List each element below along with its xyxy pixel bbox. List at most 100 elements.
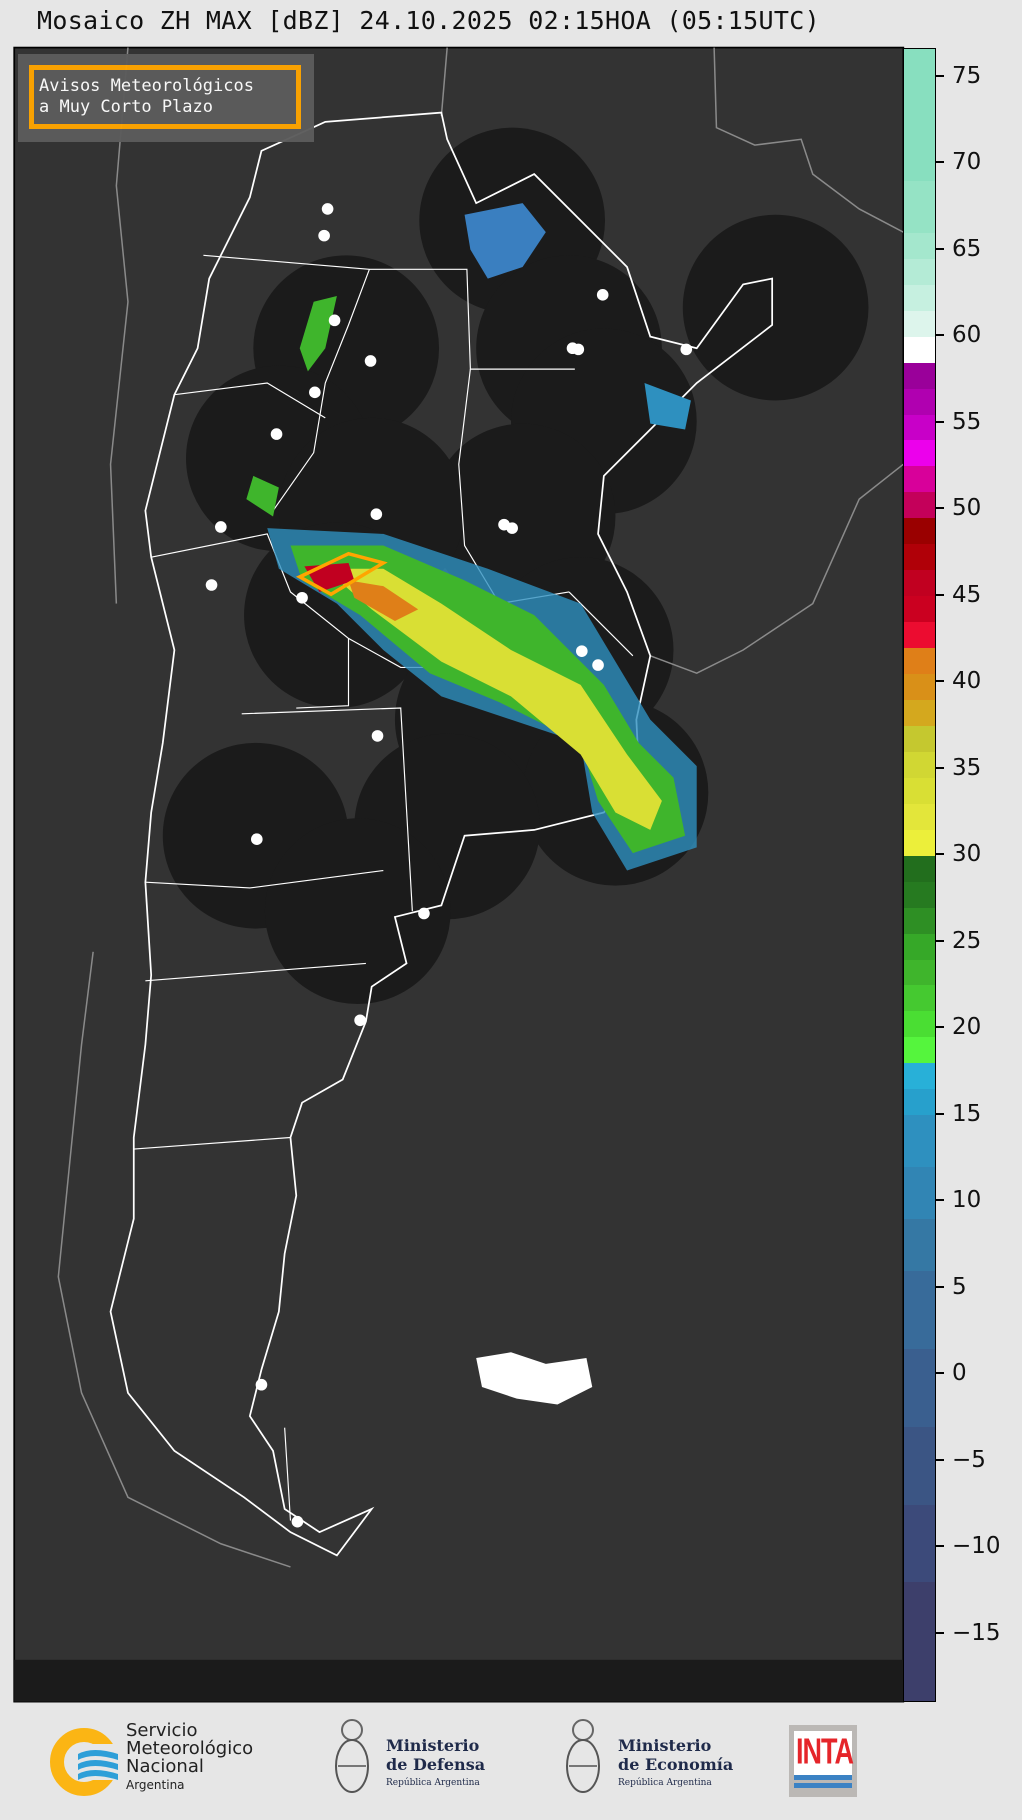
smn-logo-text: Servicio Meteorológico Nacional Argentin…	[126, 1722, 253, 1794]
colorbar-tick-mark	[936, 1545, 944, 1548]
colorbar-tick-mark	[936, 1285, 944, 1288]
colorbar-segment	[904, 1036, 935, 1064]
colorbar-tick-label: −5	[952, 1446, 986, 1473]
colorbar-tick-mark	[936, 1458, 944, 1461]
smn-line-1: Servicio	[126, 1720, 198, 1741]
colorbar-segment	[904, 258, 935, 285]
colorbar-segment	[904, 725, 935, 752]
colorbar-tick-mark	[936, 1631, 944, 1634]
colorbar-tick-label: 60	[952, 322, 982, 349]
warnings-legend-box: Avisos Meteorológicos a Muy Corto Plazo	[18, 54, 314, 142]
colorbar-segment	[904, 1348, 935, 1427]
colorbar-segment	[904, 414, 935, 441]
legend-line-1: Avisos Meteorológicos	[39, 76, 254, 96]
colorbar-segment	[904, 569, 935, 597]
colorbar-tick-mark	[936, 247, 944, 250]
colorbar-tick-label: −10	[952, 1533, 1001, 1560]
defensa-logo-text: Ministerio de Defensa República Argentin…	[386, 1736, 485, 1793]
colorbar-segment	[904, 1088, 935, 1116]
colorbar-tick-mark	[936, 334, 944, 337]
inta-logo: INTA	[789, 1725, 857, 1797]
colorbar-segment	[904, 673, 935, 700]
colorbar-tick-mark	[936, 593, 944, 596]
colorbar-segment	[904, 310, 935, 337]
colorbar-segment	[904, 1166, 935, 1220]
colorbar-segment	[904, 336, 935, 363]
colorbar-segment	[904, 1270, 935, 1349]
colorbar-tick-label: 20	[952, 1014, 982, 1041]
colorbar-segment	[904, 1581, 935, 1701]
colorbar-tick-label: 65	[952, 235, 982, 262]
map-bottom-band	[14, 1659, 904, 1702]
colorbar	[903, 48, 936, 1702]
colorbar-tick-label: 50	[952, 495, 982, 522]
legend-line-2: a Muy Corto Plazo	[39, 97, 213, 117]
colorbar-segment	[904, 180, 935, 233]
colorbar-segment	[904, 829, 935, 856]
colorbar-segment	[904, 881, 935, 908]
colorbar-tick-label: 40	[952, 668, 982, 695]
inta-logo-text: INTA	[796, 1731, 854, 1772]
colorbar-tick-mark	[936, 1112, 944, 1115]
colorbar-segment	[904, 777, 935, 804]
colorbar-tick-label: 45	[952, 581, 982, 608]
colorbar-segment	[904, 1504, 935, 1583]
argentina-outline	[109, 111, 774, 1557]
colorbar-tick-label: −15	[952, 1619, 1001, 1646]
colorbar-segment	[904, 1010, 935, 1038]
smn-logo-icon	[50, 1728, 120, 1796]
colorbar-segment	[904, 933, 935, 960]
smn-line-2: Meteorológico	[126, 1738, 254, 1759]
colorbar-tick-label: 30	[952, 841, 982, 868]
colorbar-tick-label: 55	[952, 408, 982, 435]
map-title: Mosaico ZH MAX [dBZ] 24.10.2025 02:15HOA…	[37, 6, 820, 35]
colorbar-tick-mark	[936, 766, 944, 769]
colorbar-segment	[904, 699, 935, 726]
colorbar-tick-mark	[936, 1026, 944, 1029]
colorbar-tick-label: 75	[952, 62, 982, 89]
colorbar-segment	[904, 855, 935, 882]
economia-line-1: Ministerio	[618, 1736, 712, 1755]
colorbar-tick-mark	[936, 507, 944, 510]
colorbar-segment	[904, 517, 935, 545]
colorbar-tick-label: 5	[952, 1273, 967, 1300]
colorbar-segment	[904, 984, 935, 1012]
colorbar-tick-mark	[936, 420, 944, 423]
coat-of-arms-icon	[566, 1719, 600, 1793]
defensa-line-3: República Argentina	[386, 1778, 480, 1788]
defensa-line-1: Ministerio	[386, 1736, 480, 1755]
colorbar-segment	[904, 959, 935, 986]
colorbar-segment	[904, 284, 935, 311]
colorbar-segment	[904, 647, 935, 675]
colorbar-segment	[904, 1114, 935, 1168]
colorbar-segment	[904, 1426, 935, 1505]
smn-line-3: Nacional	[126, 1756, 204, 1777]
colorbar-segment	[904, 491, 935, 519]
colorbar-segment	[904, 751, 935, 778]
colorbar-tick-label: 25	[952, 927, 982, 954]
colorbar-segment	[904, 440, 935, 467]
economia-line-2: de Economía	[618, 1755, 734, 1774]
colorbar-segment	[904, 595, 935, 623]
smn-line-4: Argentina	[126, 1778, 185, 1792]
colorbar-tick-label: 15	[952, 1100, 982, 1127]
colorbar-tick-mark	[936, 939, 944, 942]
colorbar-segment	[904, 1062, 935, 1090]
colorbar-segment	[904, 907, 935, 934]
colorbar-segment	[904, 388, 935, 415]
coat-of-arms-icon	[335, 1719, 369, 1793]
defensa-line-2: de Defensa	[386, 1755, 486, 1774]
colorbar-tick-label: 35	[952, 754, 982, 781]
colorbar-tick-mark	[936, 680, 944, 683]
colorbar-segment	[904, 49, 935, 181]
economia-logo-text: Ministerio de Economía República Argenti…	[618, 1736, 733, 1793]
warning-polygon	[295, 551, 388, 597]
colorbar-segment	[904, 1218, 935, 1271]
colorbar-segment	[904, 543, 935, 571]
colorbar-tick-mark	[936, 161, 944, 164]
economia-line-3: República Argentina	[618, 1778, 712, 1788]
colorbar-tick-label: 10	[952, 1187, 982, 1214]
colorbar-tick-mark	[936, 74, 944, 77]
footer-logos: Servicio Meteorológico Nacional Argentin…	[0, 1704, 1022, 1820]
